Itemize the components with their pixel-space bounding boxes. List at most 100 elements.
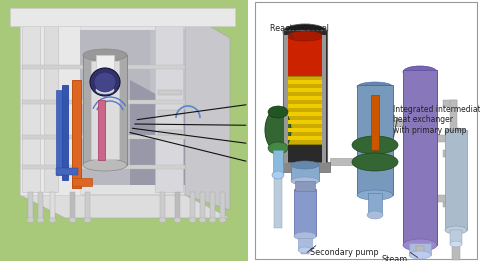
- Ellipse shape: [298, 247, 312, 253]
- Bar: [160, 192, 165, 220]
- Polygon shape: [20, 12, 185, 195]
- Bar: [220, 192, 225, 220]
- Bar: [288, 96, 322, 100]
- Ellipse shape: [291, 161, 319, 169]
- Ellipse shape: [367, 211, 383, 219]
- Ellipse shape: [199, 217, 206, 222]
- Ellipse shape: [445, 128, 467, 136]
- Bar: [83, 55, 127, 165]
- Bar: [416, 246, 424, 254]
- Bar: [155, 14, 183, 192]
- Bar: [288, 88, 322, 92]
- Ellipse shape: [209, 217, 216, 222]
- Ellipse shape: [37, 217, 44, 222]
- Bar: [44, 14, 58, 192]
- Bar: [450, 100, 457, 207]
- Bar: [85, 192, 90, 220]
- Polygon shape: [185, 12, 230, 210]
- Ellipse shape: [219, 217, 226, 222]
- Ellipse shape: [174, 217, 181, 222]
- Bar: [322, 35, 326, 163]
- Ellipse shape: [445, 226, 467, 234]
- Ellipse shape: [83, 49, 127, 61]
- Bar: [288, 128, 322, 132]
- Bar: [298, 238, 312, 250]
- Bar: [70, 192, 75, 220]
- Bar: [96, 55, 114, 90]
- Bar: [22, 14, 40, 192]
- Bar: [190, 192, 195, 220]
- Bar: [56, 90, 62, 175]
- Bar: [445, 130, 467, 230]
- Polygon shape: [130, 80, 185, 185]
- Polygon shape: [20, 12, 80, 195]
- Ellipse shape: [49, 217, 56, 222]
- Bar: [443, 150, 457, 157]
- Bar: [288, 80, 322, 84]
- Bar: [280, 162, 315, 169]
- Bar: [38, 192, 43, 220]
- Bar: [158, 110, 182, 115]
- Bar: [295, 181, 315, 191]
- Text: Steam
generator: Steam generator: [375, 255, 415, 261]
- Bar: [210, 192, 215, 220]
- Bar: [284, 35, 288, 163]
- Bar: [22, 100, 185, 104]
- Text: Secondary pump: Secondary pump: [310, 248, 379, 257]
- Ellipse shape: [69, 217, 76, 222]
- Bar: [200, 192, 205, 220]
- Bar: [288, 112, 322, 116]
- Ellipse shape: [94, 72, 116, 92]
- Ellipse shape: [357, 190, 393, 200]
- Ellipse shape: [159, 217, 166, 222]
- Bar: [287, 76, 323, 144]
- Ellipse shape: [96, 86, 114, 94]
- Bar: [357, 85, 393, 195]
- Bar: [10, 8, 235, 26]
- Bar: [452, 246, 460, 260]
- Ellipse shape: [268, 142, 288, 154]
- Bar: [437, 195, 450, 202]
- Bar: [393, 120, 403, 127]
- Bar: [283, 30, 327, 170]
- Bar: [371, 95, 379, 150]
- Bar: [0, 0, 248, 261]
- Ellipse shape: [265, 109, 291, 151]
- Ellipse shape: [272, 171, 284, 179]
- Polygon shape: [150, 30, 185, 185]
- Bar: [403, 70, 437, 245]
- Bar: [158, 90, 182, 95]
- Ellipse shape: [283, 24, 327, 40]
- Bar: [288, 136, 322, 140]
- Bar: [280, 162, 330, 172]
- Bar: [291, 165, 319, 181]
- Bar: [175, 192, 180, 220]
- Bar: [368, 193, 382, 215]
- Ellipse shape: [352, 153, 398, 171]
- Ellipse shape: [291, 177, 319, 185]
- Bar: [72, 178, 92, 186]
- Text: Integrated intermediate
heat exchanger
with primary pump: Integrated intermediate heat exchanger w…: [393, 105, 480, 135]
- Bar: [22, 135, 185, 139]
- Bar: [274, 178, 282, 228]
- Bar: [273, 150, 283, 175]
- Bar: [287, 36, 323, 81]
- Bar: [437, 135, 450, 142]
- Polygon shape: [80, 30, 185, 185]
- Ellipse shape: [287, 31, 323, 41]
- Text: Reactor vessel: Reactor vessel: [270, 24, 329, 33]
- Ellipse shape: [84, 217, 91, 222]
- Bar: [28, 192, 33, 220]
- Ellipse shape: [409, 251, 431, 259]
- Ellipse shape: [450, 241, 462, 247]
- Bar: [22, 165, 185, 169]
- Bar: [91, 61, 119, 159]
- Ellipse shape: [403, 239, 437, 251]
- Bar: [98, 100, 105, 160]
- Bar: [56, 168, 78, 175]
- Bar: [158, 130, 182, 135]
- Polygon shape: [20, 195, 230, 218]
- Bar: [294, 189, 316, 236]
- Ellipse shape: [27, 217, 34, 222]
- Ellipse shape: [83, 159, 127, 171]
